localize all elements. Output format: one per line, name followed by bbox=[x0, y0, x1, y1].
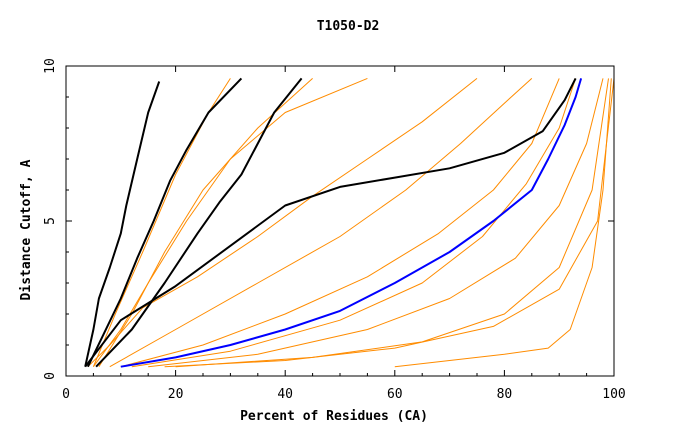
model-series-line bbox=[394, 78, 612, 368]
highlight-series-line bbox=[84, 81, 161, 367]
x-tick-label: 20 bbox=[168, 387, 184, 402]
x-tick-label: 100 bbox=[602, 387, 625, 402]
x-tick-label: 40 bbox=[277, 387, 293, 402]
model-series-line bbox=[87, 78, 478, 368]
x-tick-label: 0 bbox=[62, 387, 70, 402]
model-series-line bbox=[98, 78, 313, 367]
model-series-line bbox=[148, 78, 604, 368]
x-tick-label: 60 bbox=[387, 387, 403, 402]
highlight-series-line bbox=[86, 77, 243, 368]
model-series-line bbox=[92, 78, 231, 367]
chart-title: T1050-D2 bbox=[317, 19, 380, 34]
x-tick-label: 80 bbox=[497, 387, 513, 402]
y-axis-label: Distance Cutoff, A bbox=[19, 159, 34, 300]
highlight-series-line bbox=[95, 77, 303, 368]
model-series-line bbox=[164, 78, 615, 368]
model-series-line bbox=[120, 78, 560, 368]
y-tick-label: 5 bbox=[43, 217, 58, 225]
highlight-series-line bbox=[84, 77, 577, 368]
model-series-line bbox=[109, 78, 533, 368]
x-axis-label: Percent of Residues (CA) bbox=[240, 409, 428, 424]
y-tick-label: 10 bbox=[43, 58, 58, 74]
model-series-line bbox=[92, 77, 368, 367]
axes: 0 20 40 60 80 100 0 5 10 bbox=[43, 58, 626, 402]
model-series-line bbox=[175, 78, 609, 368]
model-series-line bbox=[131, 78, 577, 368]
highlight-series-line bbox=[120, 78, 583, 368]
y-tick-label: 0 bbox=[43, 372, 58, 380]
plot-lines bbox=[84, 77, 615, 368]
